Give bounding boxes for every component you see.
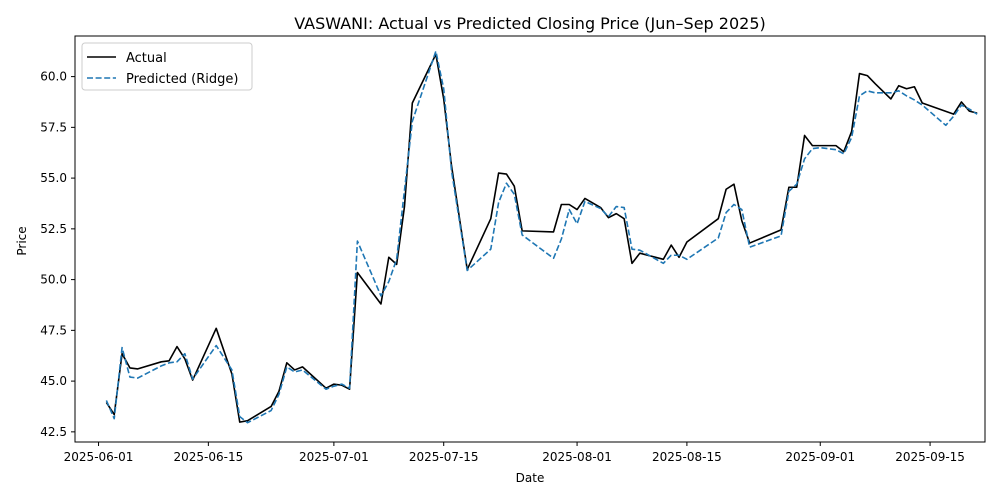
y-tick-label: 42.5 (40, 425, 67, 439)
x-axis: 2025-06-01 2025-06-15 2025-07-01 2025-07-15… (64, 442, 965, 464)
x-tick-label: 2025-08-15 (652, 450, 722, 464)
x-tick-label: 2025-06-15 (173, 450, 243, 464)
y-tick-label: 47.5 (40, 323, 67, 337)
y-tick-label: 60.0 (40, 70, 67, 84)
chart-title: VASWANI: Actual vs Predicted Closing Pri… (294, 14, 766, 33)
plot-area (105, 50, 978, 424)
legend-label: Actual (126, 51, 167, 66)
y-axis-title: Price (15, 226, 29, 255)
legend: Actual Predicted (Ridge) (81, 42, 253, 91)
series-line-predicted (105, 50, 978, 424)
legend-box (81, 42, 253, 91)
x-tick-label: 2025-09-01 (785, 450, 855, 464)
plot-frame (74, 35, 986, 443)
series-line-actual (105, 53, 978, 423)
x-tick-label: 2025-08-01 (542, 450, 612, 464)
y-axis: 42.5 45.0 47.5 50.0 52.5 55.0 57.5 60.0 (40, 70, 75, 439)
y-tick-label: 57.5 (40, 120, 67, 134)
y-tick-label: 45.0 (40, 374, 67, 388)
x-tick-label: 2025-07-01 (299, 450, 369, 464)
legend-label: Predicted (Ridge) (126, 72, 238, 87)
x-tick-label: 2025-09-15 (895, 450, 965, 464)
y-tick-label: 52.5 (40, 222, 67, 236)
x-tick-label: 2025-07-15 (409, 450, 479, 464)
y-tick-label: 55.0 (40, 171, 67, 185)
y-tick-label: 50.0 (40, 273, 67, 287)
x-axis-title: Date (516, 471, 545, 485)
x-tick-label: 2025-06-01 (64, 450, 134, 464)
